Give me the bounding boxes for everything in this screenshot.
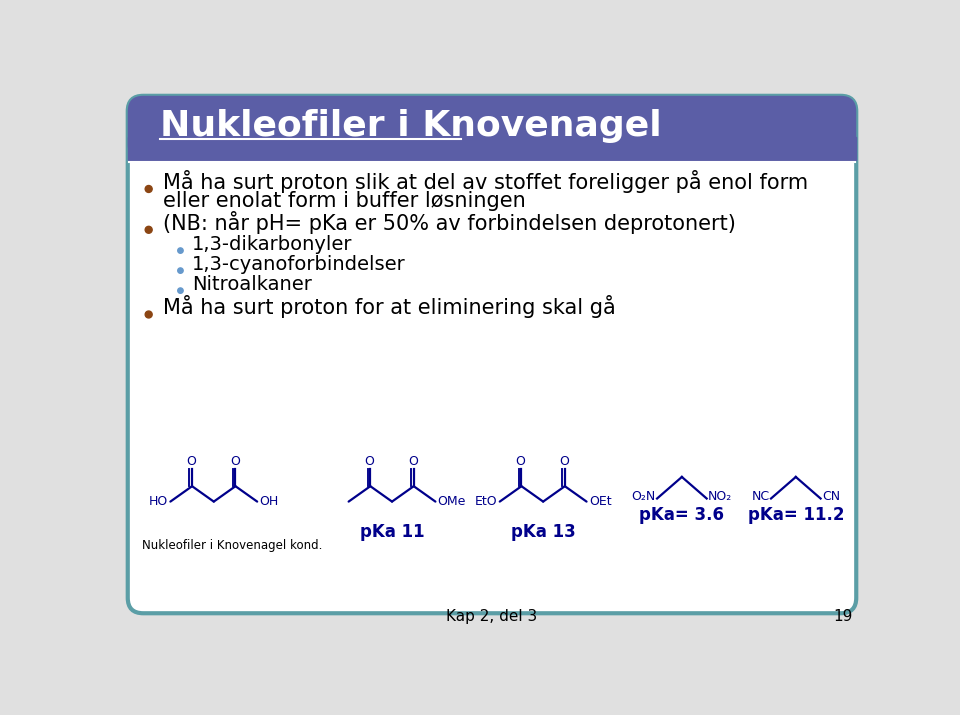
Text: OEt: OEt	[588, 495, 612, 508]
Text: Kap 2, del 3: Kap 2, del 3	[446, 609, 538, 624]
Text: O: O	[186, 455, 196, 468]
Text: (NB: når pH= pKa er 50% av forbindelsen deprotonert): (NB: når pH= pKa er 50% av forbindelsen …	[162, 211, 735, 234]
Text: Nukleofiler i Knovenagel kond.: Nukleofiler i Knovenagel kond.	[142, 538, 322, 552]
Text: O: O	[516, 455, 526, 468]
Text: 19: 19	[833, 609, 852, 624]
Text: 1,3-dikarbonyler: 1,3-dikarbonyler	[192, 235, 352, 255]
Text: O: O	[408, 455, 418, 468]
Text: NC: NC	[752, 490, 770, 503]
Text: CN: CN	[822, 490, 840, 503]
Text: Må ha surt proton for at eliminering skal gå: Må ha surt proton for at eliminering ska…	[162, 295, 615, 318]
Circle shape	[178, 268, 183, 273]
Circle shape	[178, 288, 183, 293]
Text: pKa= 11.2: pKa= 11.2	[748, 506, 844, 524]
Text: O: O	[559, 455, 569, 468]
Text: O: O	[229, 455, 240, 468]
Text: pKa 13: pKa 13	[511, 523, 576, 541]
Text: NO₂: NO₂	[708, 490, 732, 503]
Text: Nitroalkaner: Nitroalkaner	[192, 275, 312, 295]
Circle shape	[145, 185, 153, 192]
Text: EtO: EtO	[475, 495, 497, 508]
Circle shape	[178, 248, 183, 253]
Text: pKa 11: pKa 11	[360, 523, 424, 541]
Text: HO: HO	[149, 495, 168, 508]
Circle shape	[145, 227, 153, 233]
Text: O: O	[365, 455, 374, 468]
Text: Må ha surt proton slik at del av stoffet foreligger på enol form: Må ha surt proton slik at del av stoffet…	[162, 170, 807, 193]
Text: eller enolat form i buffer løsningen: eller enolat form i buffer løsningen	[162, 190, 525, 210]
Bar	[128, 137, 856, 160]
Text: 1,3-cyanoforbindelser: 1,3-cyanoforbindelser	[192, 255, 406, 275]
Text: OMe: OMe	[438, 495, 467, 508]
Text: Nukleofiler i Knovenagel: Nukleofiler i Knovenagel	[160, 109, 662, 143]
FancyBboxPatch shape	[128, 96, 856, 160]
Circle shape	[145, 311, 153, 318]
Text: OH: OH	[259, 495, 278, 508]
Text: O₂N: O₂N	[632, 490, 656, 503]
FancyBboxPatch shape	[128, 96, 856, 613]
Text: pKa= 3.6: pKa= 3.6	[639, 506, 725, 524]
